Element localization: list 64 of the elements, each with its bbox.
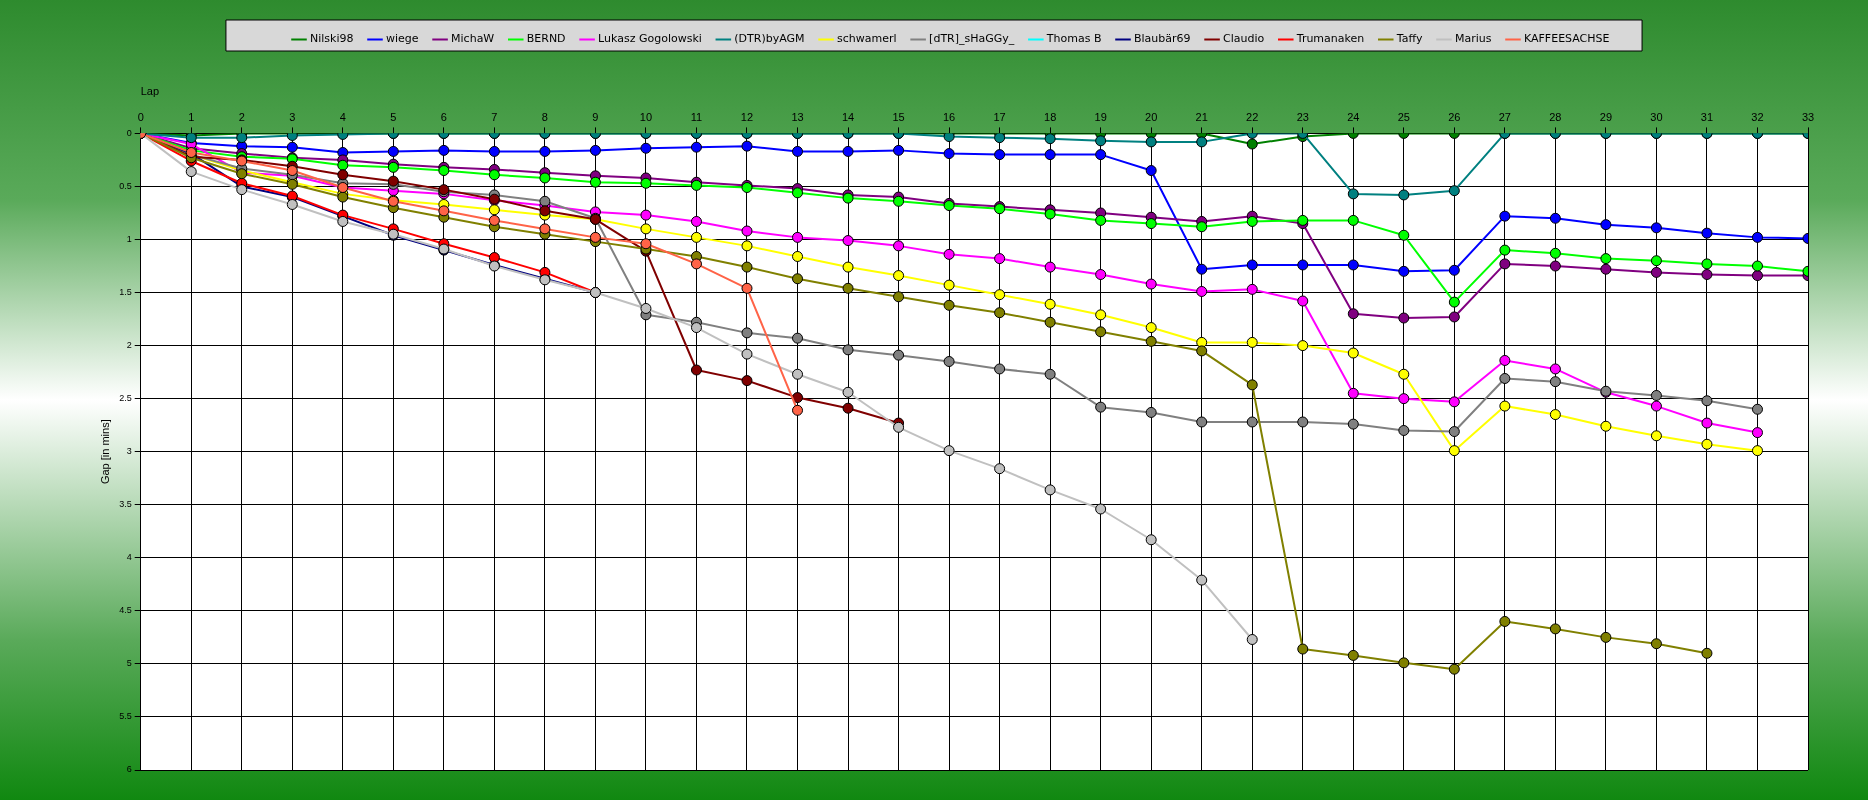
legend-label: Claudio <box>1223 32 1265 46</box>
legend-label: schwamerl <box>837 32 897 46</box>
x-tick-label: 22 <box>1246 110 1259 123</box>
legend-label: Nilski98 <box>310 32 354 46</box>
x-tick-label: 26 <box>1448 110 1461 123</box>
legend-label: (DTR)byAGM <box>734 32 805 46</box>
x-tick-label: 16 <box>942 110 956 123</box>
x-tick-label: 1 <box>188 110 195 123</box>
legend-label: Thomas B <box>1045 32 1102 46</box>
y-tick-label: 1.5 <box>119 287 132 298</box>
x-tick-label: 8 <box>541 110 548 123</box>
x-tick-label: 2 <box>238 110 245 123</box>
legend-label: Blaubär69 <box>1134 32 1191 46</box>
x-tick-label: 31 <box>1700 110 1714 123</box>
x-tick-label: 12 <box>740 110 754 123</box>
x-tick-label: 24 <box>1347 110 1360 123</box>
x-tick-label: 6 <box>440 110 447 123</box>
legend-label: Lukasz Gogolowski <box>598 32 702 46</box>
x-tick-label: 13 <box>791 110 804 123</box>
legend-label: MichaW <box>451 32 495 46</box>
y-tick-label: 6 <box>126 764 132 775</box>
x-tick-label: 7 <box>491 110 498 123</box>
y-axis-title: Gap [in mins] <box>98 419 111 485</box>
x-tick-label: 18 <box>1044 110 1057 123</box>
legend-label: Marius <box>1454 32 1492 46</box>
x-tick-label: 29 <box>1599 110 1613 123</box>
x-tick-label: 5 <box>390 110 397 123</box>
legend-label: BERND <box>526 32 566 46</box>
y-tick-label: 3.5 <box>119 499 132 510</box>
y-tick-label: 4 <box>126 552 132 563</box>
x-tick-label: 19 <box>1094 110 1107 123</box>
x-tick-label: 28 <box>1549 110 1562 123</box>
x-axis-title: Lap <box>140 84 160 97</box>
x-tick-label: 3 <box>289 110 296 123</box>
x-tick-label: 14 <box>841 110 855 123</box>
x-tick-label: 25 <box>1397 110 1410 123</box>
x-tick-label: 23 <box>1296 110 1309 123</box>
y-tick-label: 1 <box>126 233 132 244</box>
x-tick-label: 33 <box>1801 110 1815 123</box>
y-tick-label: 4.5 <box>119 605 132 616</box>
x-tick-label: 20 <box>1145 110 1158 123</box>
x-tick-label: 0 <box>137 110 144 123</box>
x-tick-label: 9 <box>592 110 599 123</box>
legend-label: KAFFEESACHSE <box>1524 32 1610 46</box>
y-tick-label: 5 <box>126 658 132 669</box>
x-tick-label: 32 <box>1751 110 1764 123</box>
x-tick-label: 11 <box>690 110 703 123</box>
legend-label: wiege <box>385 32 419 46</box>
y-tick-label: 3 <box>126 446 132 457</box>
x-tick-label: 17 <box>993 110 1006 123</box>
x-tick-label: 10 <box>639 110 653 123</box>
x-tick-label: 15 <box>892 110 905 123</box>
legend-label: [dTR]_sHaGGy_ <box>929 32 1015 46</box>
y-tick-label: 2 <box>126 340 132 351</box>
y-tick-label: 2.5 <box>119 393 132 404</box>
x-tick-label: 21 <box>1195 110 1208 123</box>
y-tick-label: 0 <box>126 127 132 138</box>
x-tick-label: 27 <box>1498 110 1511 123</box>
y-tick-label: 0.5 <box>119 180 132 191</box>
x-tick-label: 30 <box>1650 110 1663 123</box>
legend-label: Trumanaken <box>1295 32 1365 46</box>
x-tick-label: 4 <box>339 110 346 123</box>
y-tick-label: 5.5 <box>119 711 132 722</box>
legend-label: Taffy <box>1395 32 1423 46</box>
